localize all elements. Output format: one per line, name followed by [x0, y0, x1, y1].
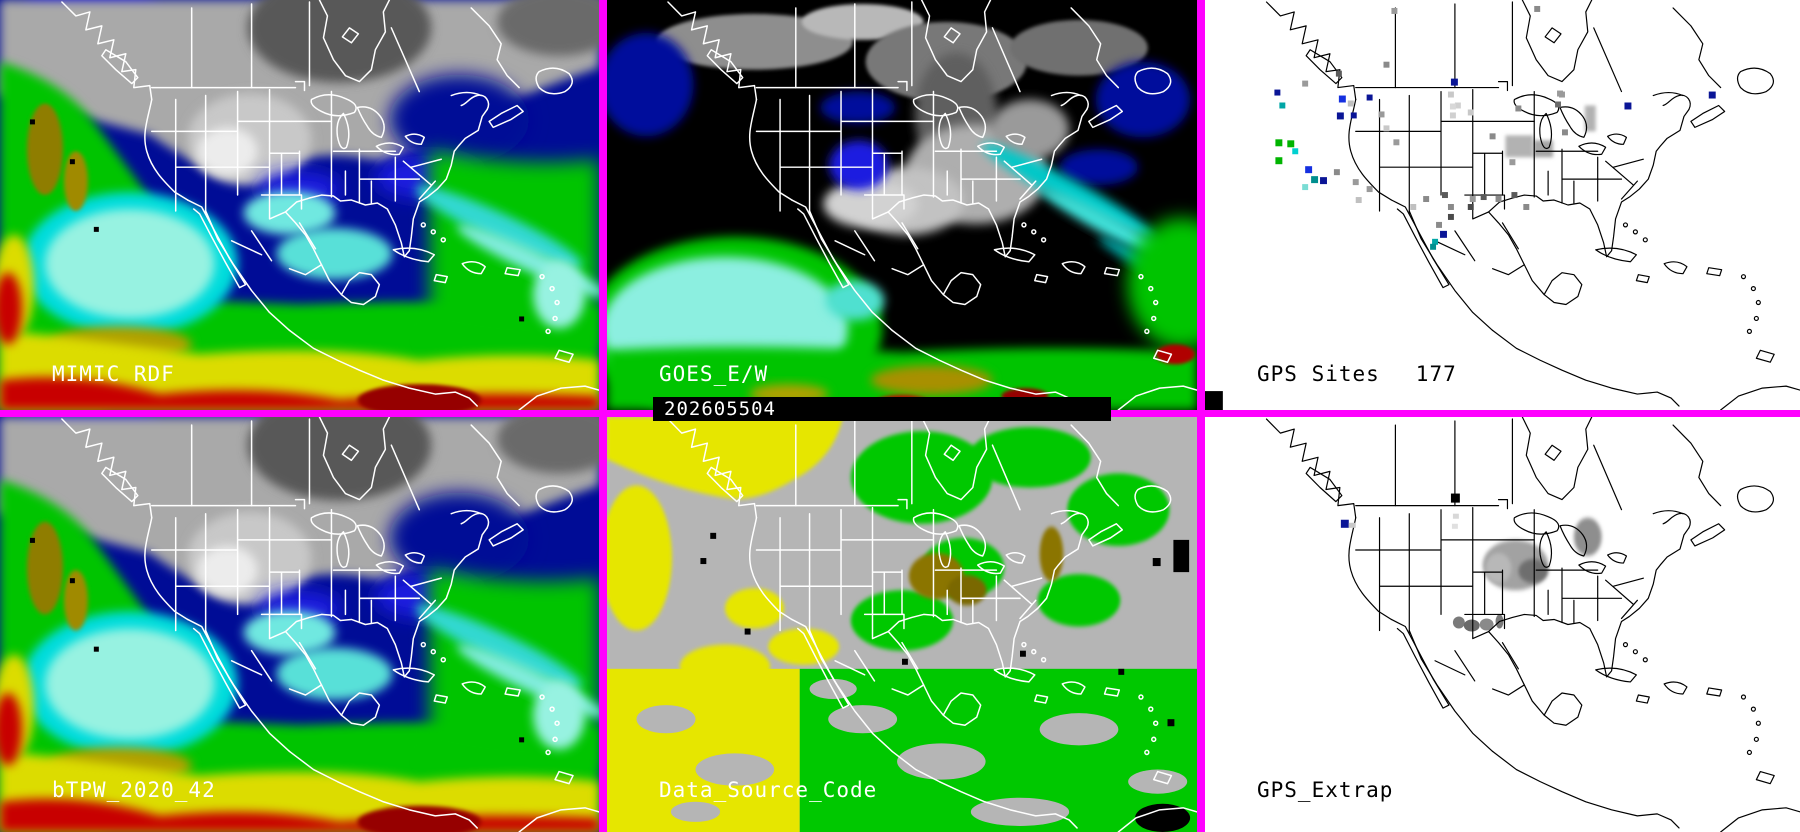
gps-sites-count: 177 — [1415, 362, 1457, 386]
goes-ew-label-text: GOES_E/W — [659, 362, 769, 386]
gps-sites-label-text: GPS Sites — [1257, 362, 1380, 386]
gps-extrap-markers — [1340, 493, 1460, 528]
btpw-label-text: bTPW_2020_42 — [52, 778, 216, 802]
btpw-map — [0, 417, 599, 832]
panel-label-mimic-rdf: MIMIC RDF — [52, 362, 175, 386]
mimic-tpw-map — [0, 0, 599, 410]
corner-black-square — [1205, 391, 1223, 410]
panel-gps-sites: GPS Sites 177 — [1205, 0, 1800, 410]
panel-mimic-rdf: MIMIC RDF — [0, 0, 599, 410]
data-source-map — [607, 417, 1197, 832]
panel-gps-extrap: GPS_Extrap — [1205, 417, 1800, 832]
gps-extrap-label-text: GPS_Extrap — [1257, 778, 1394, 802]
mimic-rdf-label-text: MIMIC RDF — [52, 362, 175, 386]
gps-site-markers — [1274, 5, 1716, 250]
panel-btpw: bTPW_2020_42 — [0, 417, 599, 832]
panel-label-data-source-code: Data_Source_Code — [659, 778, 877, 802]
panel-goes-ew: GOES_E/W — [607, 0, 1197, 410]
data-source-field — [607, 417, 1197, 832]
panel-label-gps-extrap: GPS_Extrap — [1257, 778, 1393, 802]
panel-label-goes-ew: GOES_E/W — [659, 362, 768, 386]
goes-tpw-map — [607, 0, 1197, 410]
data-source-label-text: Data_Source_Code — [659, 778, 878, 802]
timestamp-text: 202605504 — [664, 398, 776, 420]
panel-label-btpw: bTPW_2020_42 — [52, 778, 216, 802]
gps-sites-map — [1205, 0, 1800, 410]
panel-data-source-code: Data_Source_Code — [607, 417, 1197, 832]
gps-extrap-shaded-regions — [1451, 513, 1602, 632]
panel-label-gps-sites: GPS Sites 177 — [1257, 362, 1457, 386]
timestamp-bar: 202605504 — [653, 397, 1111, 421]
gps-site-density-patches — [1505, 105, 1596, 158]
gps-extrap-map — [1205, 417, 1800, 832]
